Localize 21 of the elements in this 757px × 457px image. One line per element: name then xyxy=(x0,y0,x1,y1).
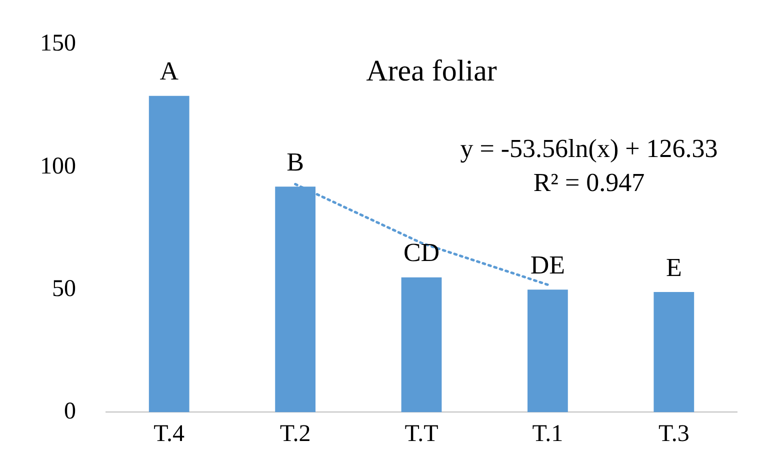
annotation: DE xyxy=(530,250,566,280)
x-tick-label: T.1 xyxy=(532,420,564,447)
y-tick-label: 0 xyxy=(64,398,76,424)
x-tick-label: T.T xyxy=(404,420,439,447)
y-tick-label: 50 xyxy=(52,276,76,302)
bar xyxy=(401,277,442,412)
annotation: y = -53.56ln(x) + 126.33 xyxy=(460,134,718,164)
x-tick-label: T.3 xyxy=(658,420,690,447)
annotation: CD xyxy=(403,238,440,268)
x-tick-label: T.4 xyxy=(154,420,185,447)
y-tick-label: 150 xyxy=(40,30,76,57)
annotation: R² = 0.947 xyxy=(533,168,645,198)
y-tick-label: 100 xyxy=(40,153,76,180)
bar xyxy=(148,96,190,412)
x-tick-label: T.2 xyxy=(280,420,311,447)
chart-title: Area foliar xyxy=(366,54,497,88)
annotation: B xyxy=(286,147,304,176)
annotation: A xyxy=(160,56,179,86)
bar xyxy=(528,290,568,412)
annotation: E xyxy=(666,252,682,282)
bar xyxy=(654,292,694,412)
